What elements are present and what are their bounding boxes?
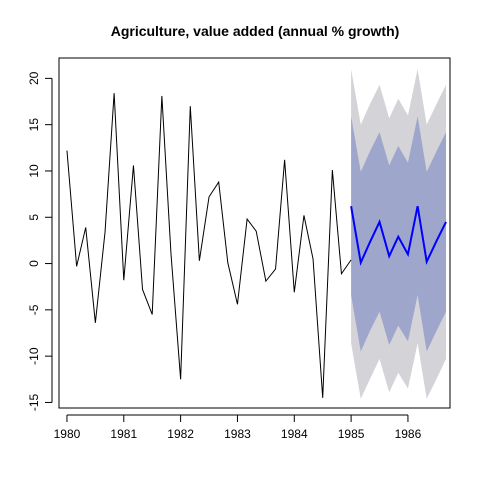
band-inner <box>351 116 447 352</box>
y-tick-label: -5 <box>27 304 41 315</box>
x-tick-label: 1984 <box>281 427 308 441</box>
y-tick-label: 15 <box>27 118 41 132</box>
x-tick-label: 1986 <box>395 427 422 441</box>
x-tick-label: 1980 <box>54 427 81 441</box>
x-axis: 1980 1981 1982 1983 1984 1985 1986 <box>54 414 422 441</box>
y-axis: -15 -10 -5 0 5 10 15 20 <box>27 71 53 411</box>
series-line-history <box>66 93 352 398</box>
x-tick-label: 1982 <box>167 427 194 441</box>
series-line-forecast <box>350 205 447 267</box>
y-tick-label: -10 <box>27 347 41 365</box>
x-tick-label: 1983 <box>224 427 251 441</box>
x-tick-label: 1981 <box>110 427 137 441</box>
y-tick-label: 0 <box>27 260 41 267</box>
x-tick-label: 1985 <box>338 427 365 441</box>
chart-title: Agriculture, value added (annual % growt… <box>111 23 400 39</box>
y-tick-label: 5 <box>27 214 41 221</box>
plot-frame <box>58 57 451 409</box>
y-tick-label: -15 <box>27 393 41 411</box>
prediction-bands <box>351 69 447 399</box>
series-lines <box>66 93 447 398</box>
y-tick-label: 20 <box>27 71 41 85</box>
y-tick-label: 10 <box>27 164 41 178</box>
